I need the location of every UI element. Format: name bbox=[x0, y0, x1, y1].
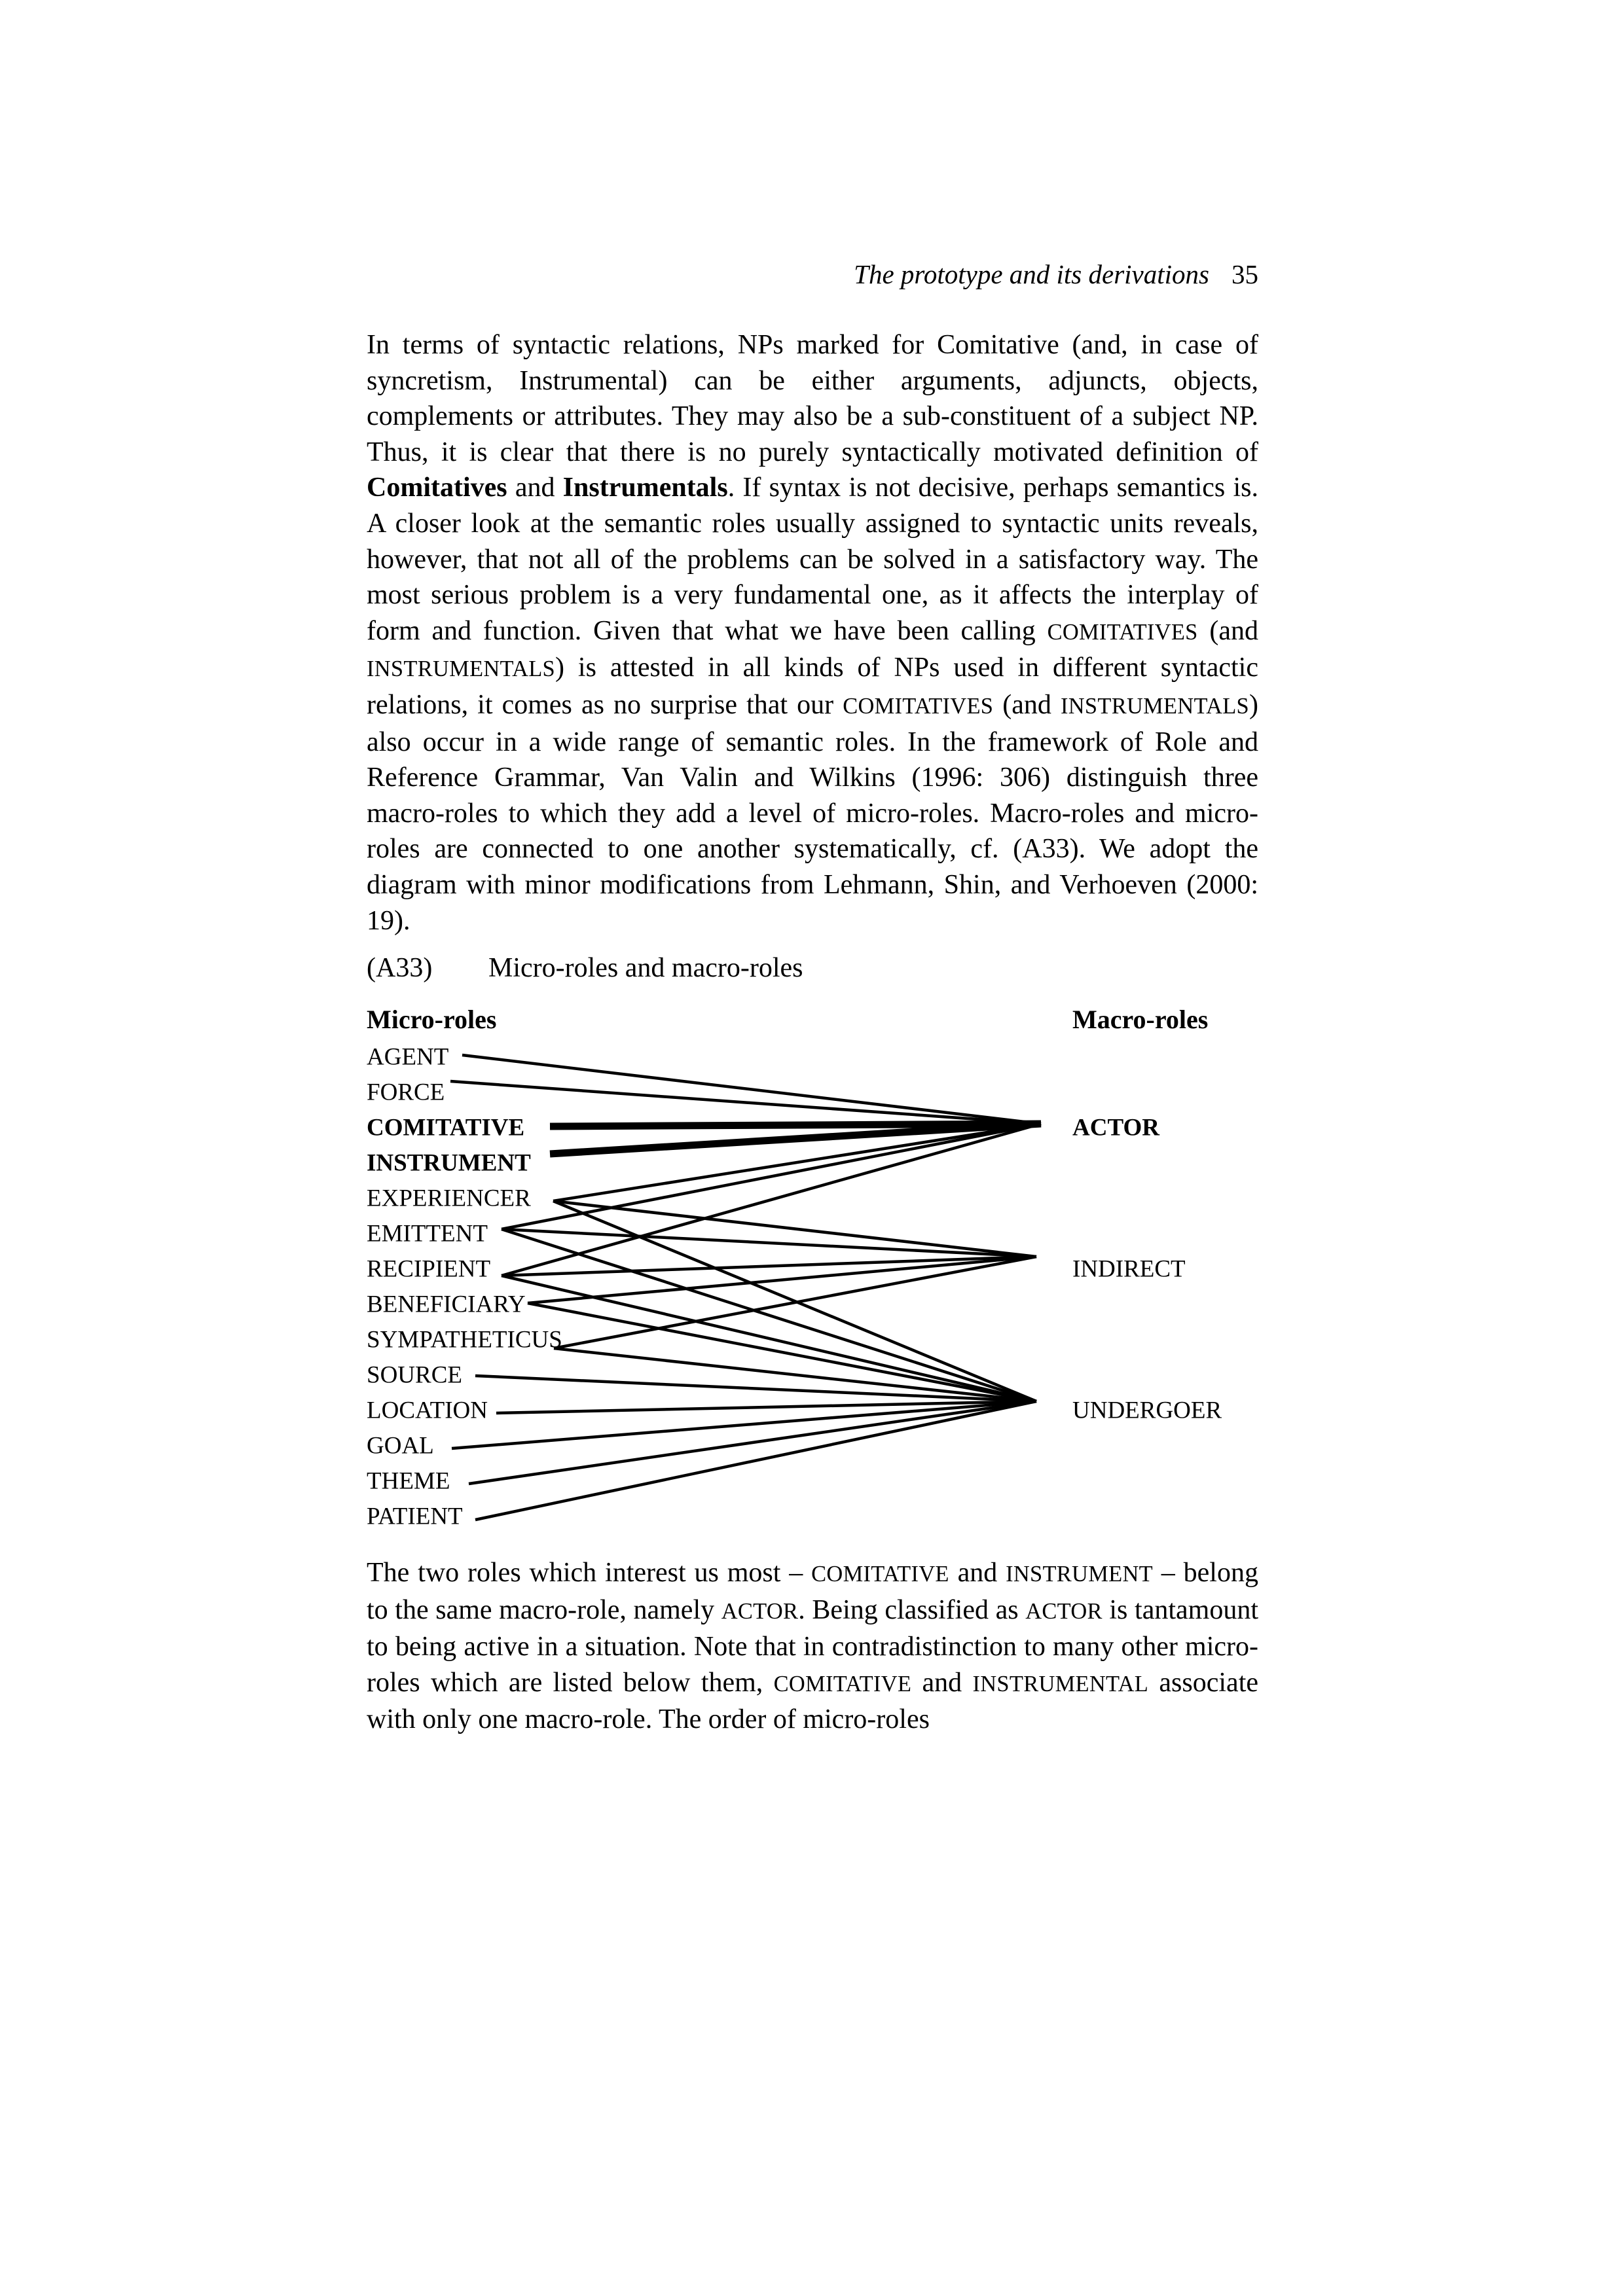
text-segment: (and bbox=[993, 689, 1061, 720]
connector-experiencer-indirect bbox=[553, 1199, 1037, 1259]
running-head: The prototype and its derivations 35 bbox=[367, 259, 1258, 289]
micro-roles-header: Micro-roles bbox=[367, 1005, 497, 1034]
micro-role-label-force: FORCE bbox=[367, 1079, 445, 1106]
text-segment: Comitatives bbox=[367, 473, 507, 503]
micro-role-label-patient: PATIENT bbox=[367, 1503, 463, 1530]
text-segment: ) is attested in all kinds of NPs used i… bbox=[367, 653, 1258, 720]
text-segment: – belong to the same macro-role, namely bbox=[367, 1558, 1258, 1625]
running-head-title: The prototype and its derivations bbox=[854, 259, 1209, 289]
macro-role-label-undergoer: UNDERGOER bbox=[1072, 1397, 1222, 1424]
connector-patient-undergoer bbox=[475, 1399, 1037, 1522]
macro-role-label-indirect: INDIRECT bbox=[1072, 1256, 1186, 1283]
connector-emittent-indirect bbox=[501, 1227, 1037, 1259]
connector-instrument-actor bbox=[549, 1120, 1042, 1158]
text-segment: ACTOR bbox=[721, 1598, 799, 1624]
micro-role-label-instrument: INSTRUMENT bbox=[367, 1150, 531, 1177]
text-segment: INSTRUMENTALS bbox=[367, 656, 555, 682]
micro-role-label-sympatheticus: SYMPATHETICUS bbox=[367, 1327, 562, 1354]
connector-emittent-undergoer bbox=[501, 1227, 1037, 1403]
connector-location-undergoer bbox=[496, 1399, 1037, 1415]
text-segment: is tantamount to being active in a situa… bbox=[367, 1594, 1258, 1698]
page-number: 35 bbox=[1231, 259, 1258, 289]
text-segment: COMITATIVES bbox=[1047, 619, 1198, 645]
connector-emittent-actor bbox=[501, 1122, 1042, 1231]
text-segment: . If syntax is not decisive, perhaps sem… bbox=[367, 473, 1258, 646]
micro-role-label-location: LOCATION bbox=[367, 1397, 488, 1424]
connector-beneficiary-indirect bbox=[527, 1255, 1037, 1305]
text-segment: Instrumentals bbox=[562, 473, 728, 503]
example-number: (A33) bbox=[367, 953, 433, 983]
connector-comitative-actor bbox=[549, 1120, 1042, 1130]
example-caption: (A33) Micro-roles and macro-roles bbox=[367, 950, 1258, 986]
text-segment: ) also occur in a wide range of semantic… bbox=[367, 689, 1258, 936]
paragraph-1: In terms of syntactic relations, NPs mar… bbox=[367, 327, 1258, 939]
connector-goal-undergoer bbox=[451, 1399, 1037, 1450]
micro-role-label-recipient: RECIPIENT bbox=[367, 1256, 490, 1283]
micro-role-label-emittent: EMITTENT bbox=[367, 1221, 488, 1247]
text-segment: and bbox=[507, 473, 563, 503]
connector-recipient-undergoer bbox=[501, 1274, 1037, 1403]
connector-theme-undergoer bbox=[468, 1399, 1037, 1486]
connector-recipient-indirect bbox=[501, 1255, 1037, 1278]
text-segment: The two roles which interest us most – bbox=[367, 1558, 812, 1588]
text-segment: INSTRUMENTALS bbox=[1061, 693, 1249, 719]
micro-role-label-source: SOURCE bbox=[367, 1362, 462, 1389]
micro-role-label-theme: THEME bbox=[367, 1468, 450, 1495]
connector-beneficiary-undergoer bbox=[527, 1301, 1037, 1403]
connector-recipient-actor bbox=[501, 1122, 1042, 1278]
micro-role-label-beneficiary: BENEFICIARY bbox=[367, 1291, 526, 1318]
text-segment: COMITATIVE bbox=[773, 1671, 912, 1696]
micro-role-label-experiencer: EXPERIENCER bbox=[367, 1185, 531, 1212]
text-segment: . Being classified as bbox=[798, 1594, 1026, 1625]
example-title: Micro-roles and macro-roles bbox=[488, 953, 803, 983]
connector-experiencer-actor bbox=[553, 1122, 1042, 1203]
connector-experiencer-undergoer bbox=[553, 1199, 1037, 1403]
text-segment: ACTOR bbox=[1025, 1598, 1103, 1624]
text-segment: (and bbox=[1197, 615, 1258, 646]
text-segment: and bbox=[911, 1667, 973, 1698]
paragraph-2: The two roles which interest us most – C… bbox=[367, 1555, 1258, 1738]
connector-source-undergoer bbox=[475, 1374, 1037, 1403]
text-segment: In terms of syntactic relations, NPs mar… bbox=[367, 330, 1258, 467]
text-segment: INSTRUMENT bbox=[1006, 1562, 1153, 1587]
text-segment: associate with only one macro-role. The … bbox=[367, 1667, 1258, 1735]
text-segment: COMITATIVE bbox=[811, 1562, 949, 1587]
connector-sympatheticus-indirect bbox=[553, 1255, 1037, 1350]
connector-force-actor bbox=[450, 1079, 1042, 1126]
text-segment: COMITATIVES bbox=[843, 693, 994, 719]
text-segment: and bbox=[949, 1558, 1006, 1588]
macro-role-label-actor: ACTOR bbox=[1072, 1115, 1160, 1141]
micro-role-label-comitative: COMITATIVE bbox=[367, 1115, 524, 1141]
macro-roles-header: Macro-roles bbox=[1072, 1005, 1209, 1034]
connector-sympatheticus-undergoer bbox=[553, 1346, 1037, 1403]
micro-role-label-agent: AGENT bbox=[367, 1044, 448, 1071]
micro-role-label-goal: GOAL bbox=[367, 1433, 434, 1460]
connector-agent-actor bbox=[462, 1053, 1042, 1126]
text-segment: INSTRUMENTAL bbox=[972, 1671, 1149, 1696]
